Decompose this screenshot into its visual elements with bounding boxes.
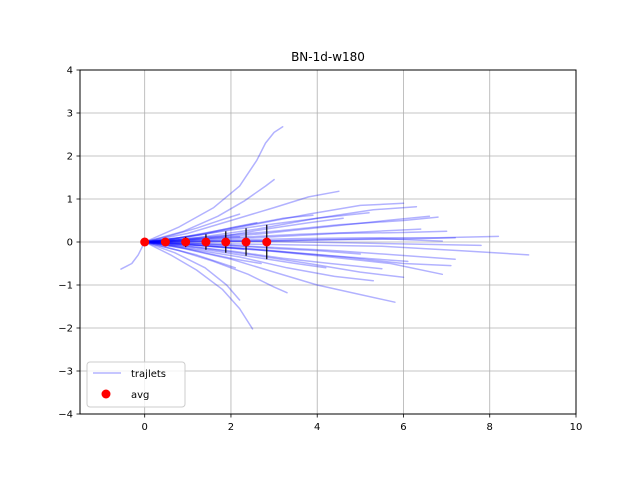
y-tick-label: 1 xyxy=(67,195,73,206)
y-axis-ticks: −4 −3 −2 −1 0 1 2 3 4 xyxy=(58,66,80,421)
trajlet-line xyxy=(143,241,375,282)
avg-point xyxy=(160,237,170,247)
x-tick-label: 0 xyxy=(142,422,148,433)
legend: trajlets avg xyxy=(86,361,186,408)
trajlet-line xyxy=(143,190,340,243)
trajlet-line xyxy=(143,216,439,243)
avg-point xyxy=(181,237,191,247)
x-axis-ticks: 0 2 4 6 8 10 xyxy=(142,414,583,433)
x-tick-label: 6 xyxy=(400,422,406,433)
plot-area xyxy=(120,126,530,330)
trajlet-line xyxy=(143,230,448,243)
y-tick-label: −1 xyxy=(58,281,73,292)
avg-point xyxy=(201,237,211,247)
trajlet-line xyxy=(143,241,396,303)
y-tick-label: −2 xyxy=(58,324,73,335)
trajlet-line xyxy=(143,213,241,243)
avg-point xyxy=(140,237,150,247)
x-tick-label: 10 xyxy=(570,422,583,433)
trajlet-line xyxy=(143,241,327,269)
trajlet-line xyxy=(143,202,405,243)
legend-trajlets-label: trajlets xyxy=(131,369,166,380)
trajlet-line xyxy=(143,241,452,267)
trajlet-line xyxy=(143,241,456,260)
y-tick-label: 0 xyxy=(67,238,73,249)
trajlet-line xyxy=(143,237,444,243)
trajlet-line xyxy=(143,241,237,269)
legend-box xyxy=(86,361,186,408)
avg-series xyxy=(140,224,272,260)
chart-title: BN-1d-w180 xyxy=(291,50,365,64)
x-tick-label: 4 xyxy=(314,422,320,433)
trajlet-line xyxy=(143,241,245,251)
avg-point xyxy=(221,237,231,247)
trajlet-line xyxy=(143,241,405,279)
y-tick-label: 2 xyxy=(67,152,73,163)
trajlet-line xyxy=(143,241,288,294)
y-tick-label: 3 xyxy=(67,109,73,120)
x-tick-label: 2 xyxy=(228,422,234,433)
trajlet-line xyxy=(143,241,362,255)
trajlet-line xyxy=(143,236,456,243)
avg-point xyxy=(241,237,251,247)
legend-avg-swatch xyxy=(101,389,111,399)
trajlet-line xyxy=(143,212,370,243)
trajlet-line xyxy=(143,241,383,270)
legend-avg-label: avg xyxy=(131,390,149,401)
trajlet-line xyxy=(143,214,314,243)
trajlet-line xyxy=(143,241,444,276)
avg-point xyxy=(262,237,272,247)
x-tick-label: 8 xyxy=(487,422,493,433)
trajlet-line xyxy=(143,241,254,330)
y-tick-label: 4 xyxy=(67,66,73,77)
trajlet-line xyxy=(143,241,241,301)
y-tick-label: −3 xyxy=(58,367,73,378)
trajlet-line xyxy=(143,126,284,243)
y-tick-label: −4 xyxy=(58,410,73,421)
trajlet-line xyxy=(143,215,431,243)
trajlet-line xyxy=(143,178,275,243)
